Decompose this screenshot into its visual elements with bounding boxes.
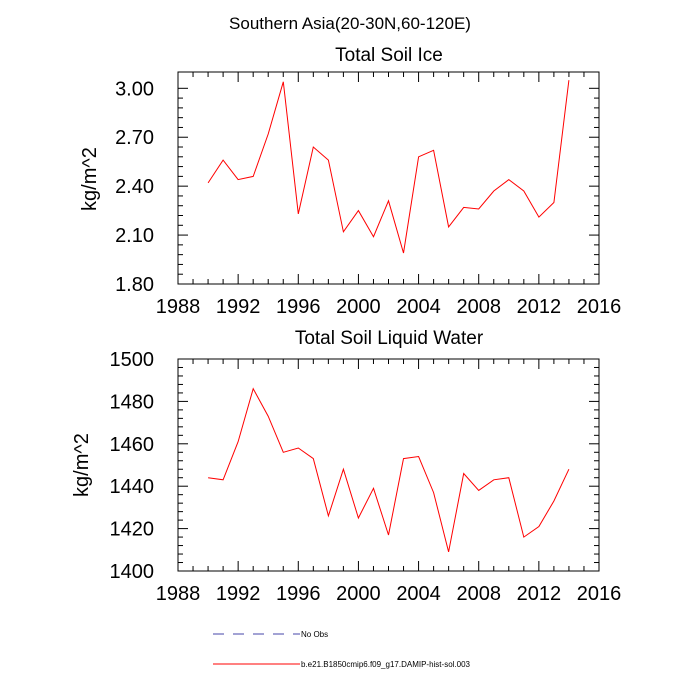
y-tick-label: 1.80 <box>115 274 154 296</box>
y-tick-label: 2.10 <box>115 225 154 247</box>
x-tick-label: 1996 <box>276 296 321 318</box>
panel-soil-liquid-water: Total Soil Liquid Water kg/m^2 1988 1992 1… <box>71 328 621 605</box>
x-tick-label: 1988 <box>156 296 201 318</box>
y-tick-label: 1460 <box>110 434 155 456</box>
x-tick-label: 1992 <box>216 583 261 605</box>
x-tick-label: 2000 <box>336 583 381 605</box>
legend-label-run: b.e21.B1850cmip6.f09_g17.DAMIP-hist-sol.… <box>301 660 471 669</box>
x-tick-label: 2004 <box>396 296 441 318</box>
legend: No Obs b.e21.B1850cmip6.f09_g17.DAMIP-hi… <box>213 630 471 669</box>
series-line <box>207 80 570 254</box>
y-tick-label: 1440 <box>110 476 155 498</box>
x-tick-label: 2008 <box>456 296 501 318</box>
series-lines-soil-liquid-water <box>208 387 570 553</box>
panel-soil-ice: Total Soil Ice kg/m^2 1988 1992 1996 2000 20… <box>79 45 621 318</box>
y-tick-label: 3.00 <box>115 78 154 100</box>
ylabel-soil-liquid-water: kg/m^2 <box>71 433 93 497</box>
y-tick-label: 1400 <box>110 561 155 583</box>
y-tick-label: 1480 <box>110 391 155 413</box>
x-tick-label: 2016 <box>577 583 622 605</box>
y-tick-label: 2.70 <box>115 127 154 149</box>
y-tick-label: 2.40 <box>115 176 154 198</box>
ylabel-soil-ice: kg/m^2 <box>79 147 101 211</box>
axes-soil-liquid-water: 1988 1992 1996 2000 2004 2008 2012 2016 1400 1420… <box>110 349 622 605</box>
panel-title-soil-liquid-water: Total Soil Liquid Water <box>295 328 484 349</box>
axes-soil-ice: 1988 1992 1996 2000 2004 2008 2012 2016 1.80 2.10… <box>115 72 621 318</box>
x-tick-label: 1996 <box>276 583 321 605</box>
x-tick-label: 2008 <box>456 583 501 605</box>
plot-frame-soil-liquid-water <box>177 358 600 572</box>
x-tick-label: 2012 <box>517 296 562 318</box>
series-line <box>208 387 570 553</box>
x-tick-label: 2000 <box>336 296 381 318</box>
x-tick-label: 2016 <box>577 296 622 318</box>
plot-frame-soil-ice <box>177 71 600 285</box>
x-tick-label: 1992 <box>216 296 261 318</box>
y-tick-label: 1500 <box>110 349 155 371</box>
panel-title-soil-ice: Total Soil Ice <box>335 45 443 66</box>
x-tick-label: 2004 <box>396 583 441 605</box>
x-tick-label: 1988 <box>156 583 201 605</box>
x-tick-label: 2012 <box>517 583 562 605</box>
figure-title: Southern Asia(20-30N,60-120E) <box>229 14 471 33</box>
legend-label-no-obs: No Obs <box>301 630 328 639</box>
series-lines-soil-ice <box>207 80 570 254</box>
y-tick-label: 1420 <box>110 519 155 541</box>
